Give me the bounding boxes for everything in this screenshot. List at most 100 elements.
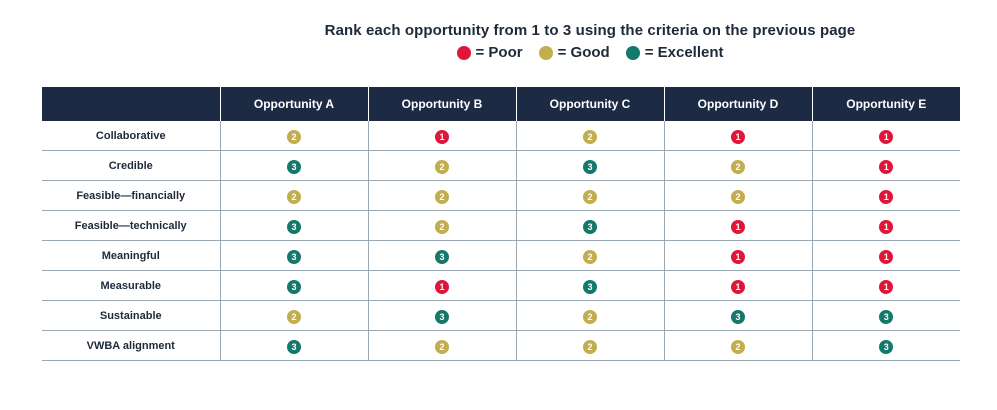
score-badge: 3 bbox=[583, 159, 597, 174]
score-badge: 3 bbox=[287, 249, 301, 264]
criterion-label: Meaningful bbox=[42, 240, 220, 271]
score-badge: 2 bbox=[583, 339, 597, 354]
score-badge: 3 bbox=[583, 219, 597, 234]
criterion-label: Measurable bbox=[42, 270, 220, 301]
criterion-label: Collaborative bbox=[42, 121, 220, 151]
score-cell: 1 bbox=[811, 121, 960, 151]
score-cell: 2 bbox=[663, 330, 812, 361]
score-badge: 3 bbox=[287, 339, 301, 354]
score-cell: 2 bbox=[663, 150, 812, 181]
score-cell: 2 bbox=[515, 240, 664, 271]
score-badge: 1 bbox=[879, 189, 894, 204]
score-badge: 1 bbox=[879, 159, 894, 174]
score-cell: 2 bbox=[515, 300, 664, 331]
header-opportunity-a: Opportunity A bbox=[219, 87, 368, 121]
score-badge: 3 bbox=[435, 309, 449, 324]
score-badge: 2 bbox=[583, 129, 597, 144]
header-opportunity-d: Opportunity D bbox=[663, 87, 812, 121]
score-badge: 1 bbox=[731, 279, 745, 294]
score-badge: 1 bbox=[879, 219, 894, 234]
table-row: Sustainable 2 3 2 3 3 bbox=[42, 300, 960, 331]
score-cell: 2 bbox=[515, 121, 664, 151]
legend-good: = Good bbox=[538, 44, 610, 61]
score-badge: 2 bbox=[287, 189, 301, 204]
score-badge: 1 bbox=[731, 219, 745, 234]
legend-excellent: = Excellent bbox=[625, 44, 724, 61]
score-cell: 1 bbox=[663, 240, 812, 271]
criterion-label: Feasible—technically bbox=[42, 210, 220, 241]
score-badge: 2 bbox=[435, 339, 449, 354]
score-cell: 2 bbox=[367, 330, 516, 361]
header-criterion bbox=[42, 87, 220, 121]
score-cell: 3 bbox=[811, 330, 960, 361]
score-badge: 2 bbox=[435, 219, 449, 234]
score-badge: 1 bbox=[731, 249, 745, 264]
header-opportunity-c: Opportunity C bbox=[515, 87, 664, 121]
score-badge: 2 bbox=[435, 189, 449, 204]
criterion-label: Feasible—financially bbox=[42, 180, 220, 211]
header-row: Opportunity A Opportunity B Opportunity … bbox=[42, 87, 960, 121]
score-cell: 1 bbox=[663, 270, 812, 301]
score-badge: 2 bbox=[287, 309, 301, 324]
score-cell: 2 bbox=[219, 121, 368, 151]
score-cell: 3 bbox=[219, 240, 368, 271]
score-cell: 3 bbox=[515, 210, 664, 241]
score-cell: 1 bbox=[663, 210, 812, 241]
legend: = Poor = Good = Excellent bbox=[0, 44, 997, 61]
score-badge: 2 bbox=[583, 309, 597, 324]
score-badge: 3 bbox=[287, 219, 301, 234]
score-cell: 1 bbox=[367, 270, 516, 301]
score-badge: 2 bbox=[731, 339, 745, 354]
score-cell: 3 bbox=[663, 300, 812, 331]
score-badge: 1 bbox=[879, 279, 894, 294]
score-cell: 1 bbox=[811, 240, 960, 271]
table-body: Collaborative 2 1 2 1 1 Credible 3 2 3 2 1 Feasible—… bbox=[42, 121, 960, 361]
score-badge: 3 bbox=[287, 279, 301, 294]
score-cell: 3 bbox=[367, 300, 516, 331]
score-cell: 2 bbox=[663, 180, 812, 211]
score-badge: 1 bbox=[879, 249, 894, 264]
score-cell: 1 bbox=[811, 270, 960, 301]
score-cell: 2 bbox=[367, 150, 516, 181]
score-cell: 2 bbox=[515, 180, 664, 211]
score-badge: 2 bbox=[583, 189, 597, 204]
score-cell: 2 bbox=[367, 180, 516, 211]
table-row: Collaborative 2 1 2 1 1 bbox=[42, 121, 960, 151]
score-cell: 1 bbox=[663, 121, 812, 151]
score-cell: 3 bbox=[367, 240, 516, 271]
table-row: Feasible—technically 3 2 3 1 1 bbox=[42, 210, 960, 241]
criterion-label: Sustainable bbox=[42, 300, 220, 331]
table-row: Credible 3 2 3 2 1 bbox=[42, 150, 960, 181]
table-row: Measurable 3 1 3 1 1 bbox=[42, 270, 960, 301]
poor-dot-icon bbox=[456, 45, 471, 60]
score-cell: 1 bbox=[811, 210, 960, 241]
score-badge: 2 bbox=[731, 159, 745, 174]
score-badge: 2 bbox=[731, 189, 745, 204]
score-badge: 1 bbox=[435, 129, 449, 144]
criterion-label: VWBA alignment bbox=[42, 330, 220, 361]
score-cell: 2 bbox=[515, 330, 664, 361]
score-cell: 3 bbox=[219, 330, 368, 361]
score-badge: 2 bbox=[435, 159, 449, 174]
score-cell: 2 bbox=[219, 180, 368, 211]
score-cell: 3 bbox=[515, 150, 664, 181]
legend-label-excellent: = Excellent bbox=[644, 44, 724, 61]
score-badge: 1 bbox=[435, 279, 449, 294]
good-dot-icon bbox=[538, 45, 553, 60]
score-badge: 3 bbox=[879, 339, 894, 354]
score-cell: 2 bbox=[219, 300, 368, 331]
score-cell: 2 bbox=[367, 210, 516, 241]
score-badge: 2 bbox=[583, 249, 597, 264]
score-badge: 1 bbox=[731, 129, 745, 144]
score-badge: 3 bbox=[287, 159, 301, 174]
table-row: Feasible—financially 2 2 2 2 1 bbox=[42, 180, 960, 211]
score-cell: 3 bbox=[219, 210, 368, 241]
score-cell: 3 bbox=[219, 270, 368, 301]
ranking-table: Opportunity A Opportunity B Opportunity … bbox=[42, 87, 960, 361]
excellent-dot-icon bbox=[625, 45, 640, 60]
score-badge: 3 bbox=[583, 279, 597, 294]
score-cell: 3 bbox=[219, 150, 368, 181]
header-opportunity-b: Opportunity B bbox=[367, 87, 516, 121]
header-opportunity-e: Opportunity E bbox=[811, 87, 960, 121]
legend-label-poor: = Poor bbox=[475, 44, 523, 61]
